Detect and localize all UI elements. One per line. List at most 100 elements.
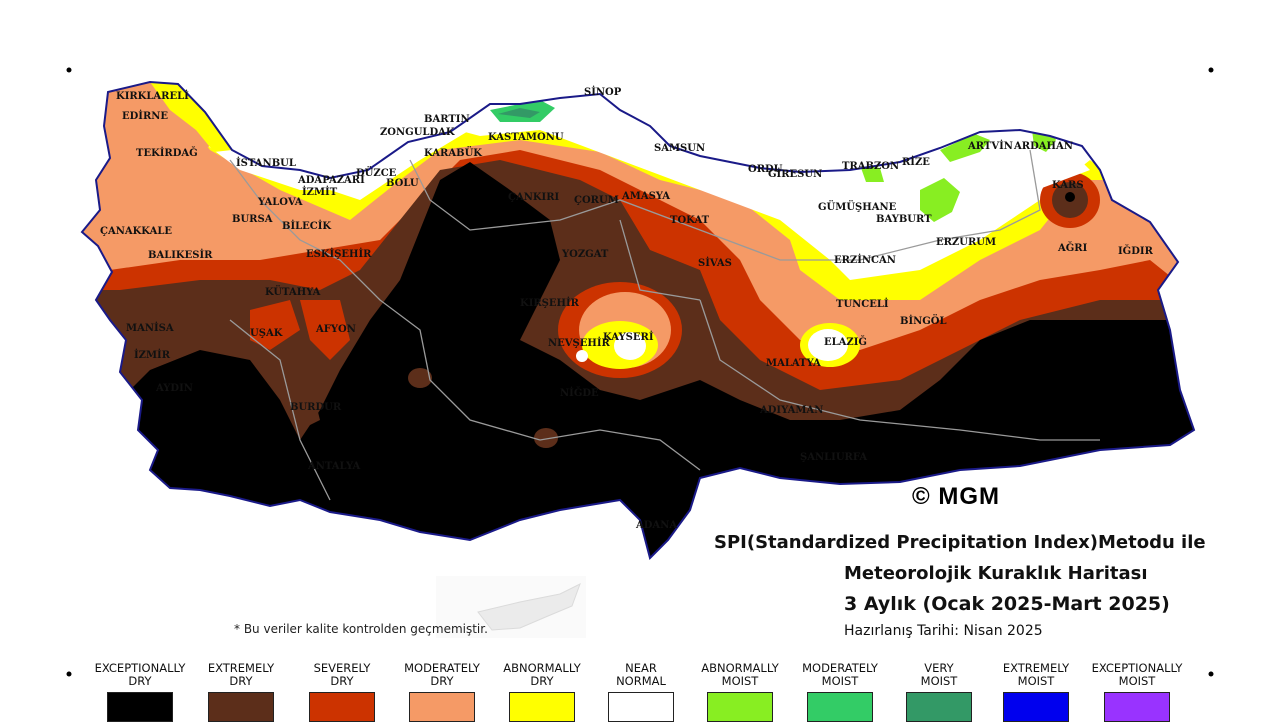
city-label: DÜZCE	[356, 166, 397, 179]
city-label: KAYSERİ	[603, 330, 654, 343]
title-line-1: SPI(Standardized Precipitation Index)Met…	[714, 532, 1206, 553]
map-title: SPI(Standardized Precipitation Index)Met…	[714, 532, 1234, 639]
city-label: İZMİR	[134, 348, 171, 361]
legend-swatch	[906, 692, 972, 722]
city-label: ADANA	[635, 520, 677, 531]
city-label: ARTVİN	[967, 139, 1013, 152]
city-label: ANTALYA	[307, 461, 360, 472]
city-label: NEVŞEHİR	[548, 336, 610, 349]
title-line-2: Meteorolojik Kuraklık Haritası	[844, 563, 1148, 584]
city-label: ÇANKIRI	[508, 192, 560, 203]
legend-label-bottom: MOIST	[920, 674, 958, 688]
city-label: YOZGAT	[561, 249, 609, 260]
legend-item-extremely-moist: EXTREMELY MOIST	[984, 662, 1088, 722]
city-label: BURSA	[232, 214, 273, 225]
city-label: BAYBURT	[876, 214, 932, 225]
city-label: KÜTAHYA	[265, 285, 321, 298]
city-label: BURDUR	[290, 402, 342, 413]
preparation-date: Hazırlanış Tarihi: Nisan 2025	[844, 623, 1043, 639]
legend-label-bottom: DRY	[430, 674, 454, 688]
legend-swatch	[107, 692, 173, 722]
city-label: İZMİT	[302, 185, 338, 198]
legend-swatch	[409, 692, 475, 722]
city-label: BOLU	[386, 178, 419, 189]
city-label: TUNCELİ	[836, 297, 889, 310]
legend-swatch	[208, 692, 274, 722]
legend-item-moderately-moist: MODERATELY MOIST	[788, 662, 892, 722]
city-label: YALOVA	[257, 197, 303, 208]
legend-item-extremely-dry: EXTREMELY DRY	[189, 662, 293, 722]
city-label: KARABÜK	[424, 146, 482, 159]
city-label: NİĞDE	[560, 386, 599, 399]
legend-item-near-normal: NEAR NORMAL	[589, 662, 693, 722]
city-label: MANİSA	[126, 321, 174, 334]
city-label: ZONGULDAK	[380, 127, 455, 138]
city-label: TEKİRDAĞ	[136, 146, 198, 159]
city-label: ERZİNCAN	[834, 253, 896, 266]
city-label: KIRŞEHİR	[520, 296, 580, 309]
city-label: AFYON	[315, 324, 356, 335]
city-label: SİNOP	[584, 85, 622, 98]
city-label: İSTANBUL	[236, 156, 296, 169]
city-label: ARDAHAN	[1013, 141, 1073, 152]
legend-swatch	[1104, 692, 1170, 722]
city-label: MALATYA	[766, 358, 821, 369]
legend-label-bottom: DRY	[330, 674, 354, 688]
city-label: AYDIN	[155, 383, 193, 394]
city-label: KARS	[1052, 180, 1084, 191]
legend-label-bottom: MOIST	[1118, 674, 1156, 688]
city-label: GİRESUN	[768, 167, 822, 180]
legend-item-exceptionally-dry: EXCEPTIONALLY DRY	[88, 662, 192, 722]
city-label: TOKAT	[670, 215, 710, 226]
city-label: EDİRNE	[122, 109, 168, 122]
legend-label-top: MODERATELY	[802, 661, 878, 675]
title-line-3: 3 Aylık (Ocak 2025-Mart 2025)	[844, 593, 1170, 615]
legend-swatch	[608, 692, 674, 722]
legend-label-top: EXTREMELY	[1002, 661, 1070, 675]
city-label: KASTAMONU	[488, 132, 564, 143]
quality-note: * Bu veriler kalite kontrolden geçmemişt…	[234, 622, 488, 636]
copyright-mark: © MGM	[912, 483, 1001, 510]
city-label: ÇORUM	[574, 195, 619, 206]
legend-item-severely-dry: SEVERELY DRY	[290, 662, 394, 722]
city-label: ERZURUM	[936, 237, 996, 248]
legend-label-bottom: DRY	[530, 674, 554, 688]
city-label: UŞAK	[250, 328, 283, 339]
city-label: KIRKLARELİ	[116, 89, 189, 102]
legend-label-top: VERY	[924, 661, 954, 675]
city-label: ŞANLIURFA	[800, 452, 867, 463]
city-label: IĞDIR	[1118, 245, 1154, 257]
legend-swatch	[1003, 692, 1069, 722]
city-label: ADAPAZARI	[297, 175, 365, 186]
legend-label-bottom: DRY	[229, 674, 253, 688]
city-label: ESKİŞEHİR	[306, 247, 372, 260]
legend-item-abnormally-moist: ABNORMALLY MOIST	[688, 662, 792, 722]
legend-label-top: EXCEPTIONALLY	[94, 661, 186, 675]
city-label: BALIKESİR	[148, 248, 213, 261]
city-label: BİLECİK	[282, 219, 331, 232]
city-label: ORDU	[748, 164, 783, 175]
legend-item-moderately-dry: MODERATELY DRY	[390, 662, 494, 722]
legend-swatch	[707, 692, 773, 722]
city-label: ADIYAMAN	[759, 405, 823, 416]
legend-label-top: EXCEPTIONALLY	[1091, 661, 1183, 675]
legend-swatch	[509, 692, 575, 722]
city-label: ELAZIĞ	[824, 336, 867, 348]
legend-label-top: EXTREMELY	[207, 661, 275, 675]
legend-swatch	[807, 692, 873, 722]
legend-label-top: ABNORMALLY	[701, 661, 779, 675]
city-label: BARTIN	[424, 114, 470, 125]
city-label: TRABZON	[842, 161, 899, 172]
legend-label-bottom: MOIST	[1017, 674, 1055, 688]
city-label: AĞRI	[1057, 242, 1088, 254]
city-label: RİZE	[902, 155, 930, 168]
legend-label-top: NEAR	[625, 661, 657, 675]
legend-item-exceptionally-moist: EXCEPTIONALLY MOIST	[1085, 662, 1189, 722]
legend-item-abnormally-dry: ABNORMALLY DRY	[490, 662, 594, 722]
legend-item-very-moist: VERY MOIST	[887, 662, 991, 722]
city-label: AMASYA	[621, 191, 670, 202]
legend-label-top: SEVERELY	[313, 661, 371, 675]
legend-label-bottom: MOIST	[821, 674, 859, 688]
